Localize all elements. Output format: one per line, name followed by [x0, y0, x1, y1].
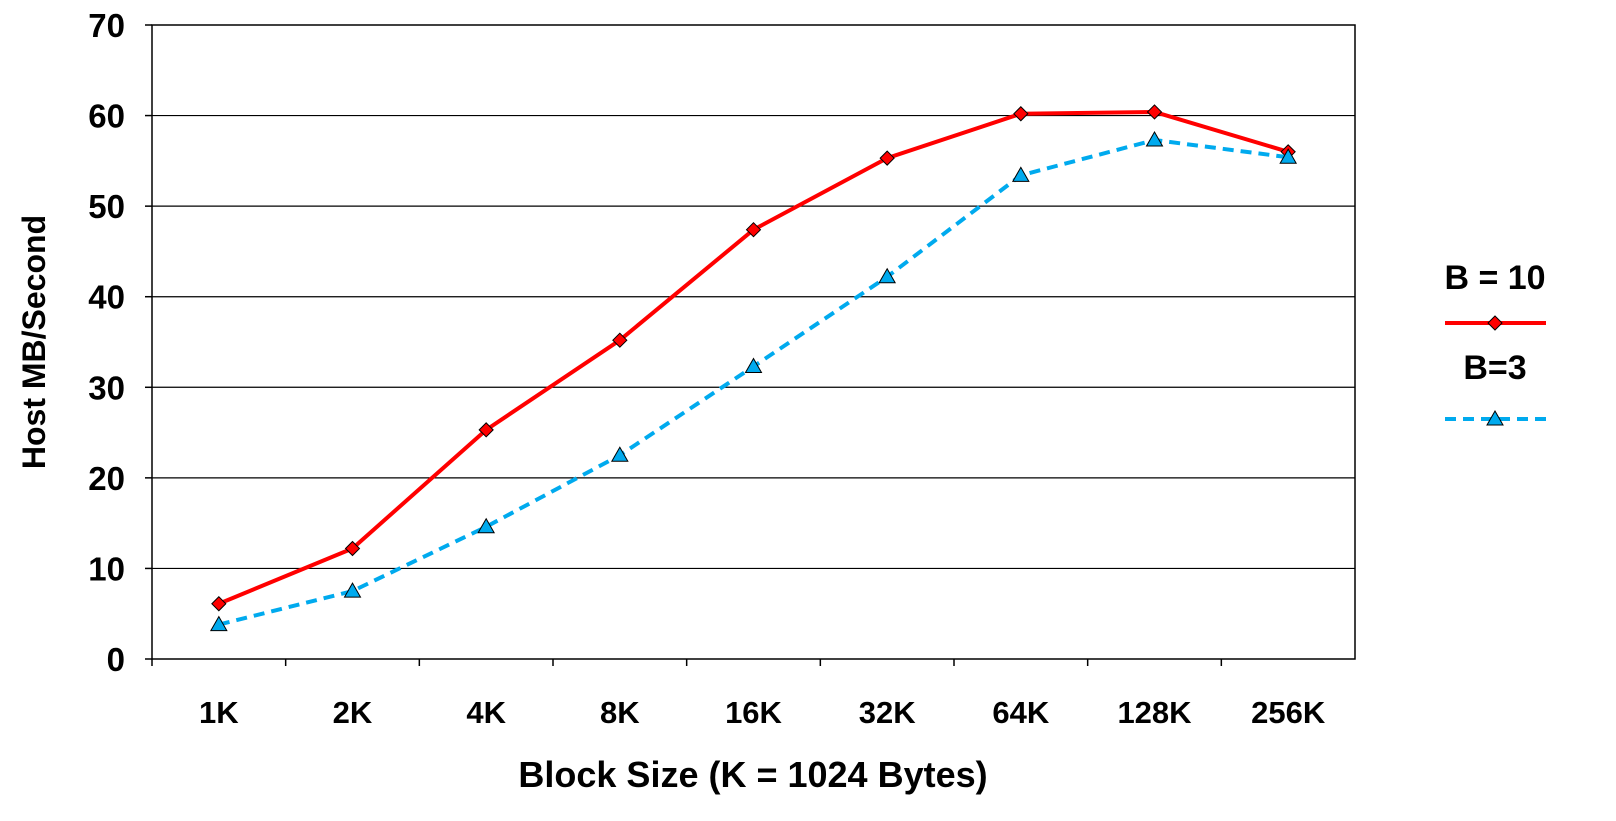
y-tick-label-10: 10 [88, 550, 125, 587]
x-axis-title: Block Size (K = 1024 Bytes) [518, 754, 987, 795]
y-tick-label-60: 60 [88, 98, 125, 135]
gridlines [152, 114, 1355, 570]
y-tick-label-70: 70 [88, 7, 125, 44]
data-point-1-2 [477, 517, 496, 534]
y-tick-label-50: 50 [88, 188, 125, 225]
x-tick-label-4K: 4K [466, 695, 506, 730]
x-axis-ticks: 1K 2K 4K 8K 16K 32K 64K 128K 256K [151, 659, 1326, 730]
data-point-1-8 [1279, 148, 1298, 164]
series-1 [209, 131, 1298, 632]
y-axis-title: Host MB/Second [16, 215, 52, 469]
data-point-1-1 [343, 582, 362, 598]
x-tick-label-1K: 1K [199, 695, 239, 730]
plot-area [151, 24, 1356, 660]
data-point-0-4 [745, 221, 762, 238]
data-point-0-5 [879, 150, 895, 166]
y-axis-ticks: 0 10 20 30 40 50 60 70 [88, 7, 152, 678]
data-point-1-3 [610, 446, 629, 462]
x-tick-label-16K: 16K [725, 695, 782, 730]
x-tick-label-128K: 128K [1117, 695, 1192, 730]
data-point-0-2 [478, 422, 494, 438]
legend-marker-0 [1487, 315, 1503, 331]
y-tick-label-30: 30 [88, 369, 125, 406]
y-tick-label-0: 0 [107, 641, 125, 678]
x-tick-label-64K: 64K [992, 695, 1049, 730]
x-tick-label-32K: 32K [859, 695, 916, 730]
data-point-0-0 [211, 596, 227, 612]
y-tick-label-20: 20 [88, 460, 125, 497]
data-point-1-6 [1011, 166, 1030, 182]
legend: B = 10 B=3 [1444, 259, 1546, 426]
legend-swatch-b3 [1445, 409, 1546, 426]
x-tick-label-256K: 256K [1251, 695, 1326, 730]
data-point-0-6 [1013, 106, 1029, 122]
legend-label-b3: B=3 [1463, 349, 1526, 387]
series-layer [209, 104, 1298, 632]
legend-label-b10: B = 10 [1444, 259, 1545, 297]
data-point-0-7 [1146, 104, 1163, 120]
data-point-1-5 [878, 267, 897, 284]
x-tick-label-2K: 2K [333, 695, 373, 730]
data-point-1-0 [209, 615, 228, 632]
legend-marker-1 [1486, 409, 1504, 426]
data-point-1-4 [744, 357, 763, 373]
data-point-0-3 [612, 332, 628, 348]
x-tick-label-8K: 8K [600, 695, 640, 730]
y-tick-label-40: 40 [88, 279, 125, 316]
data-point-0-1 [344, 540, 361, 557]
series-line-1 [218, 138, 1289, 627]
data-point-1-7 [1145, 131, 1164, 147]
legend-swatch-b10 [1445, 315, 1546, 331]
